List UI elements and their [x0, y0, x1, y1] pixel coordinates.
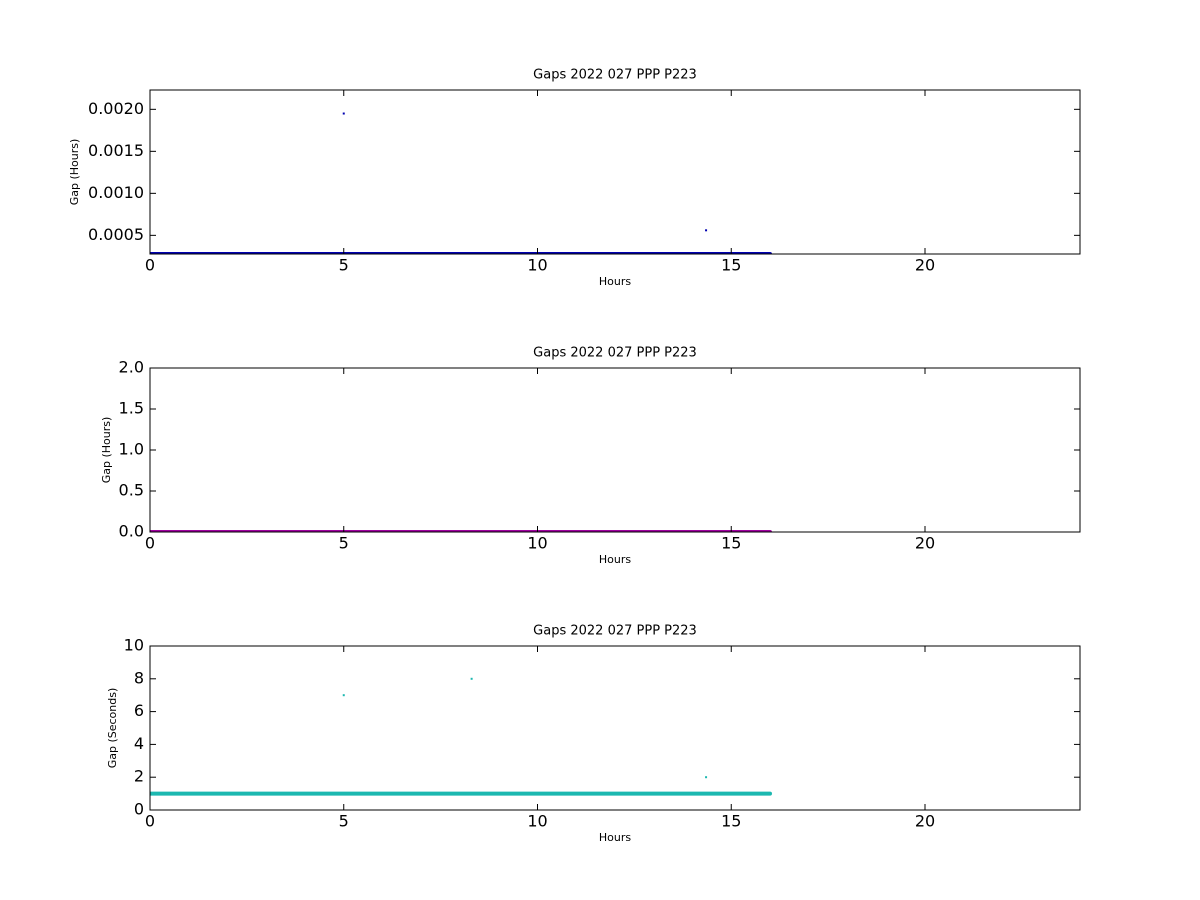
- series-layer: [150, 112, 772, 254]
- data-point: [342, 694, 345, 697]
- axes-frame: [149, 645, 1081, 811]
- y-tick-label: 0.0010: [88, 183, 144, 202]
- chart-title: Gaps 2022 027 PPP P223: [533, 68, 697, 83]
- y-tick-label: 0.5: [119, 481, 144, 500]
- y-tick-label: 10: [124, 636, 144, 655]
- y-tick-label: 0.0015: [88, 141, 144, 160]
- chart-title: Gaps 2022 027 PPP P223: [533, 624, 697, 639]
- x-tick-label: 10: [527, 812, 547, 831]
- chart-title: Gaps 2022 027 PPP P223: [533, 346, 697, 361]
- y-tick-label: 4: [134, 734, 144, 753]
- y-axis-label: Gap (Hours): [100, 417, 113, 484]
- x-tick-label: 10: [527, 534, 547, 553]
- axes-frame: [149, 367, 1081, 533]
- y-tick-label: 1.0: [119, 440, 144, 459]
- axes-frame: [149, 89, 1081, 255]
- plot-area: [150, 112, 772, 254]
- x-tick-label: 0: [145, 812, 155, 831]
- x-tick-label: 5: [339, 812, 349, 831]
- y-tick-label: 2: [134, 767, 144, 786]
- y-tick-label: 0.0005: [88, 225, 144, 244]
- x-tick-label: 20: [915, 812, 935, 831]
- x-tick-label: 15: [721, 812, 741, 831]
- plot-area: [150, 677, 772, 796]
- y-tick-label: 6: [134, 701, 144, 720]
- x-axis-label: Hours: [599, 275, 631, 288]
- x-axis-label: Hours: [599, 553, 631, 566]
- series-layer: [150, 677, 772, 796]
- y-tick-label: 1.5: [119, 399, 144, 418]
- x-tick-label: 15: [721, 256, 741, 275]
- data-point: [342, 112, 345, 115]
- y-axis-label: Gap (Hours): [68, 139, 81, 206]
- data-point: [705, 229, 708, 232]
- x-tick-label: 0: [145, 534, 155, 553]
- y-tick-label: 0.0: [119, 522, 144, 541]
- y-tick-label: 0.0020: [88, 99, 144, 118]
- y-axis-label: Gap (Seconds): [106, 688, 119, 769]
- y-tick-label: 0: [134, 800, 144, 819]
- x-tick-label: 5: [339, 534, 349, 553]
- x-tick-label: 0: [145, 256, 155, 275]
- data-point: [705, 776, 708, 779]
- x-axis-label: Hours: [599, 831, 631, 844]
- x-tick-label: 5: [339, 256, 349, 275]
- y-tick-label: 2.0: [119, 358, 144, 377]
- x-tick-label: 20: [915, 256, 935, 275]
- x-tick-label: 15: [721, 534, 741, 553]
- data-point: [470, 677, 473, 680]
- x-tick-label: 20: [915, 534, 935, 553]
- x-tick-label: 10: [527, 256, 547, 275]
- y-tick-label: 8: [134, 668, 144, 687]
